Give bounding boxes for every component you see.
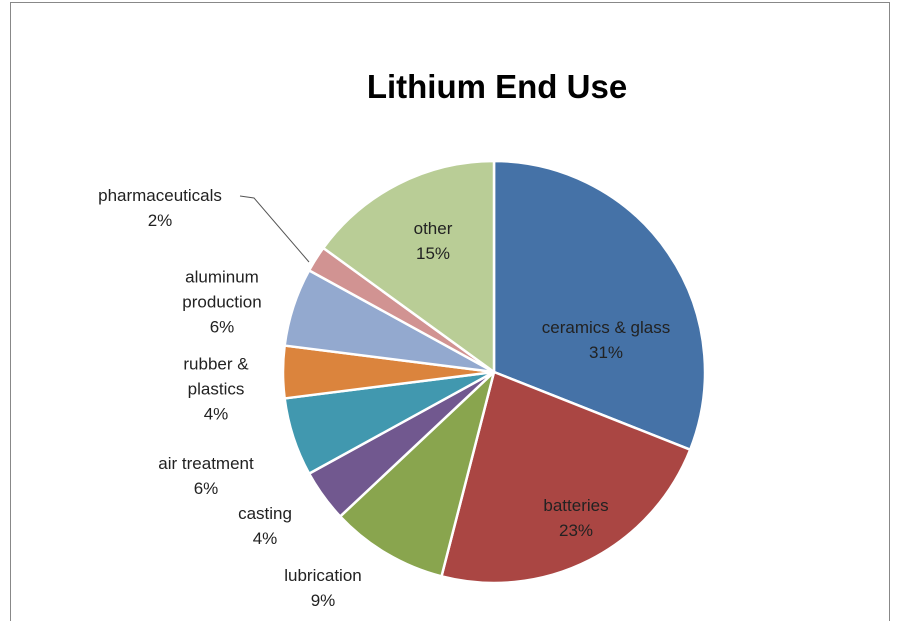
slice-name: ceramics & glass <box>541 318 671 337</box>
slice-name: batteries <box>543 496 609 515</box>
pie-slice <box>492 159 707 451</box>
slice-value: 9% <box>310 591 336 610</box>
chart-frame <box>10 2 890 621</box>
data-label: aluminum production 6% <box>172 265 272 340</box>
slice-value: 4% <box>203 404 229 424</box>
slice-value: 6% <box>209 317 235 337</box>
slice-name: air treatment <box>158 454 254 473</box>
data-label: casting 4% <box>225 501 305 551</box>
slice-name: aluminum production <box>182 267 262 312</box>
pie-slice <box>322 159 496 374</box>
slice-value: 23% <box>558 521 594 540</box>
slice-name: rubber & plastics <box>183 354 249 399</box>
slice-name: casting <box>238 504 292 523</box>
data-label: rubber & plastics 4% <box>176 352 256 427</box>
chart-title: Lithium End Use <box>366 68 628 105</box>
slice-value: 2% <box>147 211 173 230</box>
data-label: pharmaceuticals 2% <box>80 183 240 233</box>
slice-name: other <box>413 219 453 238</box>
slice-value: 15% <box>415 244 451 263</box>
slice-value: 6% <box>193 479 219 498</box>
slice-name: pharmaceuticals <box>98 186 222 205</box>
slice-name: lubrication <box>284 566 362 585</box>
pie-slice <box>338 370 496 578</box>
leader-line <box>239 195 310 263</box>
slice-value: 31% <box>588 343 624 362</box>
data-label: air treatment 6% <box>136 451 276 501</box>
data-label: other 15% <box>393 216 473 266</box>
pie-slice <box>440 370 692 585</box>
data-label: lubrication 9% <box>263 563 383 613</box>
data-label: batteries 23% <box>516 493 636 543</box>
slice-value: 4% <box>252 529 278 548</box>
data-label: ceramics & glass 31% <box>506 315 706 365</box>
